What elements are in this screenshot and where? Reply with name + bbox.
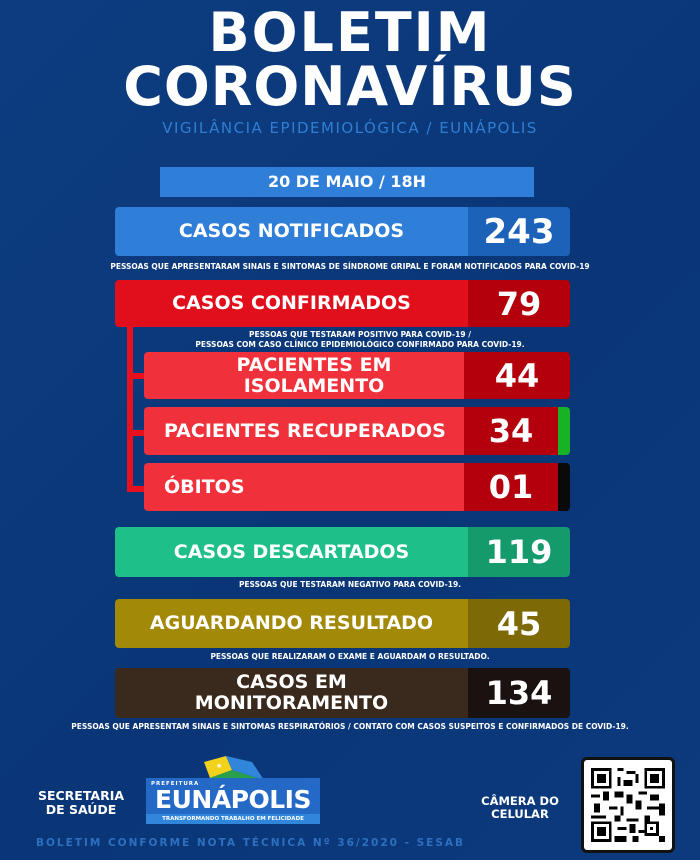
note-confirmados-2: PESSOAS COM CASO CLÍNICO EPIDEMIOLÓGICO … (195, 340, 525, 349)
tree-branch (127, 486, 153, 492)
card-label: PACIENTES EM ISOLAMENTO (144, 352, 464, 399)
qr-code-icon[interactable] (581, 757, 675, 853)
card-value: 01 (464, 463, 558, 511)
camera-label: CÂMERA DO CELULAR (481, 794, 559, 821)
note-aguardando: PESSOAS QUE REALIZARAM O EXAME E AGUARDA… (210, 652, 490, 661)
card-label: CASOS CONFIRMADOS (115, 280, 468, 327)
subtitle: VIGILÂNCIA EPIDEMIOLÓGICA / EUNÁPOLIS (162, 119, 538, 137)
card-casos-confirmados: CASOS CONFIRMADOS 79 (115, 280, 570, 327)
card-label-line2: MONITORAMENTO (194, 692, 389, 714)
card-value: 44 (464, 352, 570, 399)
note-descartados: PESSOAS QUE TESTARAM NEGATIVO PARA COVID… (238, 580, 462, 589)
tree-branch (127, 373, 153, 379)
svg-text:★: ★ (216, 762, 222, 770)
card-value: 134 (468, 668, 570, 718)
recovered-indicator (558, 407, 570, 455)
deaths-indicator (558, 463, 570, 511)
card-value: 79 (468, 280, 570, 327)
card-obitos: ÓBITOS 01 (144, 463, 570, 511)
card-label-line1: CASOS EM (236, 671, 347, 693)
technical-note: BOLETIM CONFORME NOTA TÉCNICA Nº 36/2020… (36, 837, 466, 849)
card-label: CASOS EM MONITORAMENTO (115, 668, 468, 718)
secretaria-saude-label: SECRETARIA DE SAÚDE (37, 788, 125, 817)
tree-branch (127, 430, 153, 436)
date-banner: 20 DE MAIO / 18H (160, 167, 534, 197)
card-casos-notificados: CASOS NOTIFICADOS 243 (115, 207, 570, 256)
card-casos-monitoramento: CASOS EM MONITORAMENTO 134 (115, 668, 570, 718)
note-confirmados-1: PESSOAS QUE TESTARAM POSITIVO PARA COVID… (249, 330, 471, 339)
note-monitoramento: PESSOAS QUE APRESENTAM SINAIS E SINTOMAS… (71, 722, 629, 731)
card-value: 243 (468, 207, 570, 256)
note-notificados: PESSOAS QUE APRESENTARAM SINAIS E SINTOM… (110, 262, 590, 271)
title-boletim: BOLETIM (208, 1, 492, 64)
card-aguardando-resultado: AGUARDANDO RESULTADO 45 (115, 599, 570, 648)
card-label: PACIENTES RECUPERADOS (144, 407, 464, 455)
card-value: 45 (468, 599, 570, 648)
eunapolis-logo: PREFEITURA EUNÁPOLIS TRANSFORMANDO TRABA… (146, 778, 320, 824)
card-value: 119 (468, 527, 570, 577)
card-label: CASOS DESCARTADOS (115, 527, 468, 577)
tree-connector (127, 326, 133, 492)
card-casos-descartados: CASOS DESCARTADOS 119 (115, 527, 570, 577)
card-pacientes-isolamento: PACIENTES EM ISOLAMENTO 44 (144, 352, 570, 399)
card-pacientes-recuperados: PACIENTES RECUPERADOS 34 (144, 407, 570, 455)
title-coronavirus: CORONAVÍRUS (123, 55, 577, 118)
card-label: CASOS NOTIFICADOS (115, 207, 468, 256)
card-label: AGUARDANDO RESULTADO (115, 599, 468, 648)
card-label: ÓBITOS (144, 463, 464, 511)
card-value: 34 (464, 407, 558, 455)
